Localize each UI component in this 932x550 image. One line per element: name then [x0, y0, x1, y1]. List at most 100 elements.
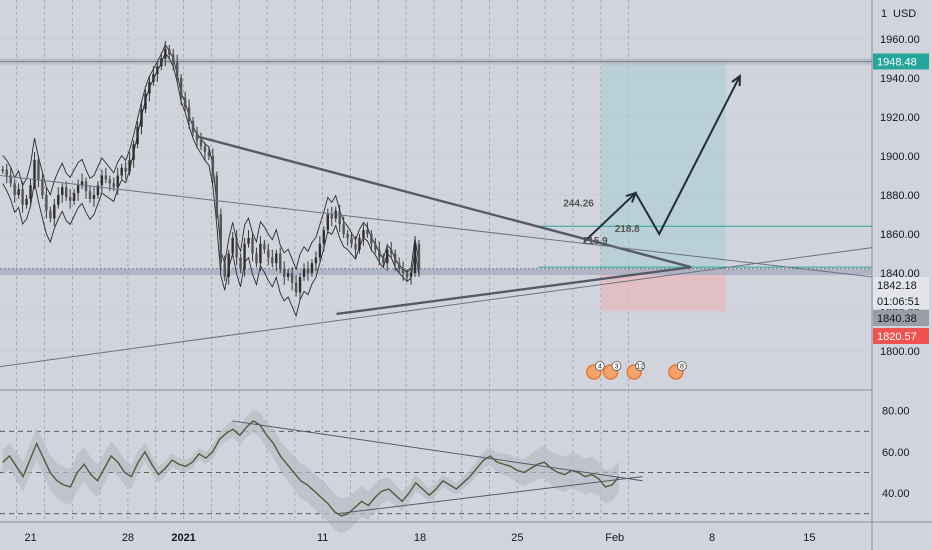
projection-arrowhead[interactable] — [731, 74, 741, 87]
candle-body — [255, 253, 258, 264]
long-trendline[interactable] — [0, 175, 873, 278]
candle-body — [382, 257, 385, 264]
event-count: 4 — [598, 364, 602, 371]
candle-body — [409, 273, 413, 277]
long-support-trendline[interactable] — [0, 247, 873, 368]
candle-body — [239, 257, 242, 270]
candle-body — [215, 175, 219, 215]
candle-body — [64, 187, 68, 197]
candle-body — [128, 159, 131, 172]
rsi-trend-upper — [232, 420, 643, 482]
candle-body — [211, 156, 215, 176]
candle-body — [413, 243, 417, 273]
candle-body — [318, 243, 322, 258]
price-tag-label: 1948.48 — [877, 56, 917, 68]
candle-body — [298, 276, 302, 293]
candle-body — [405, 273, 409, 277]
candle-body — [61, 187, 64, 195]
candle-body — [84, 181, 88, 192]
price-annotations: 244.26 218.8 215.9 — [563, 199, 640, 247]
rsi-line — [2, 420, 620, 517]
time-tick-label: 2021 — [171, 532, 195, 544]
candle-body — [136, 126, 139, 145]
candle-body — [76, 185, 80, 194]
triangle-lower-line[interactable] — [336, 265, 692, 316]
candle-body — [294, 282, 298, 293]
rsi-axis[interactable]: 40.00 60.00 80.00 — [882, 406, 910, 501]
candle-body — [393, 253, 397, 264]
candlestick-series — [1, 40, 421, 301]
time-axis[interactable]: 21 28 2021 11 18 25 Feb 8 15 — [24, 532, 815, 544]
candle-body — [397, 263, 401, 270]
economic-event-markers[interactable]: 4 3 12 8 — [586, 361, 687, 380]
time-tick-label: 11 — [317, 532, 328, 544]
price-tags: 1948.48 1842.18 01:06:51 1840.38 1820.57 — [873, 53, 929, 344]
support-zone — [0, 269, 872, 276]
candle-body — [140, 109, 143, 127]
candle-body — [207, 152, 211, 156]
candle-body — [290, 273, 294, 283]
rsi-tick-label: 80.00 — [882, 406, 910, 418]
candle-body — [80, 181, 84, 186]
candle-body — [366, 230, 369, 234]
price-tag-current — [873, 277, 929, 293]
candle-body — [104, 175, 108, 180]
candle-body — [57, 195, 60, 205]
triangle-upper-line[interactable] — [197, 135, 692, 269]
price-tick-label: 1920.00 — [880, 112, 920, 124]
candle-body — [267, 249, 270, 258]
candle-body — [160, 58, 163, 67]
long-position-box[interactable] — [600, 61, 726, 311]
candle-body — [9, 175, 12, 184]
price-axis[interactable]: 1800.001820.001840.001860.001880.001900.… — [880, 34, 920, 358]
candle-body — [342, 224, 345, 234]
candle-body — [41, 179, 44, 195]
bollinger-bands — [2, 43, 420, 318]
time-tick-label: 18 — [414, 532, 426, 544]
price-tick-label: 1900.00 — [880, 151, 920, 163]
candle-body — [251, 237, 254, 254]
rsi-trend-lower — [336, 476, 643, 515]
candle-body — [219, 214, 222, 264]
candle-body — [282, 269, 286, 277]
candle-body — [124, 167, 127, 172]
candle-body — [314, 257, 318, 264]
stop-zone[interactable] — [600, 268, 726, 311]
candle-body — [108, 179, 111, 184]
price-tick-label: 1860.00 — [880, 229, 920, 241]
measure-label: 244.26 — [563, 199, 594, 210]
time-tick-label: 21 — [24, 532, 36, 544]
event-count: 12 — [636, 364, 644, 371]
candle-body — [1, 169, 4, 171]
candle-body — [378, 249, 381, 258]
candle-body — [49, 210, 52, 219]
currency-label: USD — [893, 8, 916, 20]
candle-body — [164, 48, 167, 59]
candle-body — [302, 269, 306, 277]
candle-body — [354, 243, 357, 250]
price-axis-background — [872, 0, 932, 550]
projection-path[interactable] — [583, 75, 741, 243]
rsi-band-fill — [2, 409, 619, 534]
trendline-drawings[interactable] — [0, 74, 873, 368]
price-tag-label: 01:06:51 — [877, 296, 920, 308]
candle-body — [120, 167, 123, 176]
candle-body — [358, 237, 361, 250]
candle-body — [132, 144, 135, 160]
measure-label: 218.8 — [615, 224, 640, 235]
target-zone[interactable] — [600, 61, 726, 269]
event-badge — [635, 361, 646, 371]
candle-body — [386, 249, 389, 264]
projection-arrowhead[interactable] — [625, 191, 638, 203]
candle-body — [116, 175, 119, 188]
time-tick-label: 15 — [803, 532, 815, 544]
candle-body — [247, 237, 250, 244]
candle-body — [29, 185, 32, 199]
candle-body — [259, 243, 262, 264]
candle-body — [338, 210, 341, 225]
candle-body — [417, 243, 421, 270]
band-lower — [2, 51, 420, 318]
candle-body — [183, 97, 187, 108]
candle-body — [374, 243, 377, 250]
